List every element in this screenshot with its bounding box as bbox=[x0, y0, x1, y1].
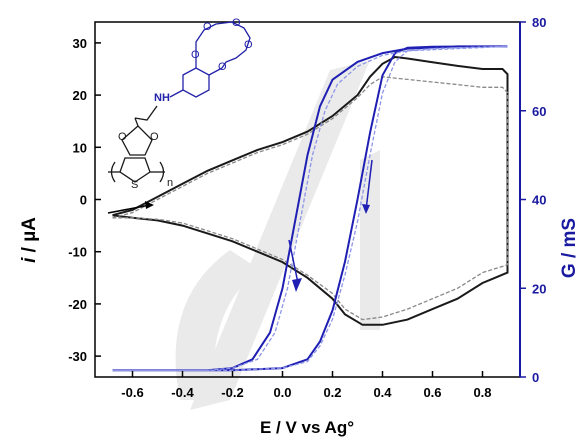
y-left-tick-label: 30 bbox=[73, 36, 87, 51]
svg-text:NH: NH bbox=[154, 92, 170, 104]
series-current-0 bbox=[112, 55, 509, 326]
x-axis-title: E / V vs Ag° bbox=[260, 418, 354, 437]
y-right-tick-label: 40 bbox=[532, 193, 546, 208]
x-axis-ticks: -0.6 -0.4 -0.2 0.0 0.2 0.4 0.6 0.8 bbox=[121, 371, 492, 400]
svg-text:O: O bbox=[218, 61, 227, 73]
y-left-tick-label: -30 bbox=[68, 349, 87, 364]
y-left-tick-label: -10 bbox=[68, 245, 87, 260]
y-left-tick-label: 0 bbox=[80, 193, 87, 208]
svg-text:O: O bbox=[203, 21, 212, 33]
y-left-axis-title: i / µA bbox=[19, 217, 40, 263]
y-left-tick-label: -20 bbox=[68, 297, 87, 312]
y-right-tick-label: 80 bbox=[532, 15, 546, 30]
svg-text:n: n bbox=[167, 177, 173, 189]
y-right-tick-label: 0 bbox=[532, 370, 539, 385]
svg-text:O: O bbox=[191, 49, 200, 61]
molecule-structure: O O O O O NH O O S n bbox=[108, 17, 253, 191]
series-current_repeat-1 bbox=[112, 76, 509, 321]
svg-text:O: O bbox=[150, 131, 159, 143]
y-right-axis-title: G / mS bbox=[559, 218, 580, 278]
x-tick-label: -0.6 bbox=[121, 385, 143, 400]
scan-arrows bbox=[107, 159, 373, 292]
y-left-tick-label: 20 bbox=[73, 88, 87, 103]
data-curves bbox=[112, 45, 509, 372]
x-tick-label: 0.8 bbox=[473, 385, 491, 400]
y-left-tick-label: 10 bbox=[73, 140, 87, 155]
svg-text:S: S bbox=[131, 179, 138, 191]
series-conductance-2 bbox=[112, 45, 508, 372]
x-tick-label: 0.6 bbox=[423, 385, 441, 400]
y-left-axis-ticks: -30 -20 -10 0 10 20 30 bbox=[68, 36, 101, 364]
watermark bbox=[175, 60, 380, 410]
x-tick-label: 0.2 bbox=[323, 385, 341, 400]
y-right-axis-ticks: 0 20 40 60 80 bbox=[520, 15, 546, 385]
x-tick-label: -0.4 bbox=[171, 385, 194, 400]
svg-text:O: O bbox=[118, 131, 127, 143]
x-tick-label: 0.4 bbox=[373, 385, 392, 400]
x-tick-label: 0.0 bbox=[273, 385, 291, 400]
series-conductance_repeat-3 bbox=[112, 45, 508, 371]
y-right-tick-label: 20 bbox=[532, 281, 546, 296]
x-tick-label: -0.2 bbox=[221, 385, 243, 400]
y-right-tick-label: 60 bbox=[532, 104, 546, 119]
svg-text:O: O bbox=[244, 39, 253, 51]
svg-text:O: O bbox=[232, 17, 241, 29]
